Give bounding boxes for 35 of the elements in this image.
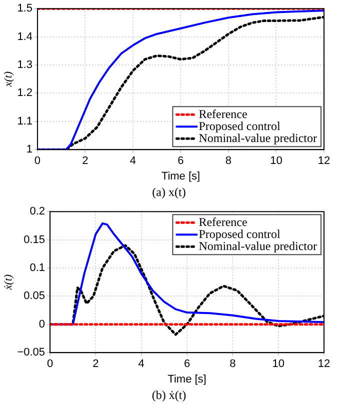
x-axis-title: Time [s] [161,170,200,182]
y-tick-label: 1.4 [17,30,32,43]
x-axis-title: Time [s] [168,373,206,386]
legend-label: Reference [198,214,248,229]
x-tick-label: 10 [272,358,284,370]
x-tick-label: 2 [92,358,99,370]
x-tick-label: 4 [130,155,136,168]
x-tick-label: 6 [178,155,184,168]
x-tick-label: 8 [230,358,236,370]
y-tick-label: 0.2 [30,206,46,218]
x-tick-label: 10 [270,155,282,168]
y-tick-label: 1.1 [17,115,32,128]
x-tick-label: 2 [82,155,88,168]
legend-label: Proposed control [198,118,282,133]
y-tick-label: 1 [26,144,32,156]
x-tick-label: 12 [318,358,330,370]
y-tick-label: 0 [38,318,46,330]
text: (a) x(t) [151,184,187,201]
y-tick-label: 1.2 [17,87,32,100]
y-tick-label: 0.1 [30,262,46,274]
y-axis-title: x(t) [2,71,14,88]
y-axis-title: ẋ(t) [2,274,14,291]
y-tick-label: −0.05 [17,346,46,359]
x-tick-label: 0 [46,358,54,370]
y-tick-label: 1.5 [17,2,32,15]
legend-label: Reference [198,106,248,121]
legend-label: Proposed control [198,226,282,241]
y-tick-label: 0.15 [24,234,46,246]
x-tick-label: 4 [138,358,144,370]
text: (b) ẋ(t) [150,387,188,404]
x-tick-label: 8 [225,155,232,168]
x-tick-label: 6 [184,358,190,370]
y-tick-label: 1.3 [17,59,32,72]
y-tick-label: 0.05 [24,290,46,302]
x-tick-label: 12 [318,155,330,168]
